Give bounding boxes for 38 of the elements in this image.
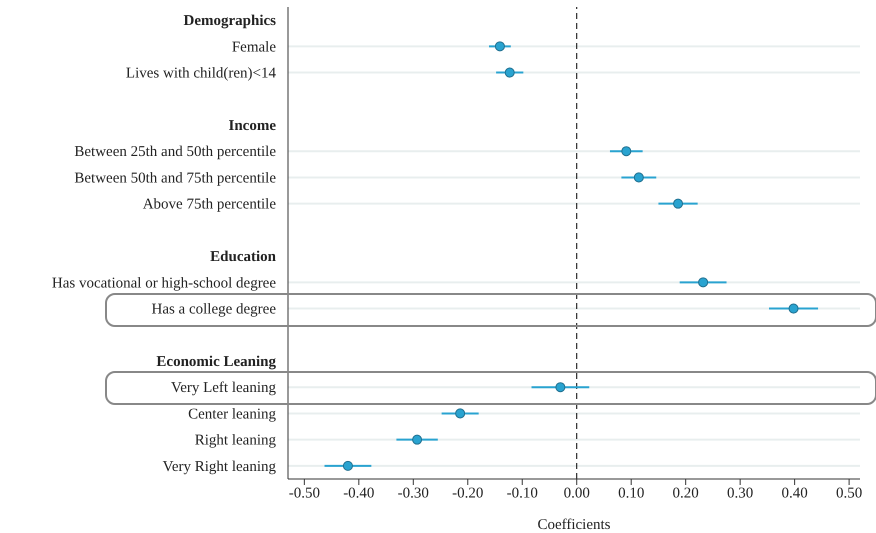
- y-tick-label: Education: [210, 249, 277, 266]
- x-tick-label: -0.30: [398, 486, 429, 502]
- y-tick-label: Center leaning: [188, 406, 276, 422]
- y-tick-label: Right leaning: [194, 432, 276, 449]
- point: [555, 382, 566, 392]
- x-tick-label: -0.50: [288, 486, 320, 502]
- y-tick-label: Female: [232, 39, 276, 56]
- point: [504, 68, 515, 78]
- y-tick-label: Above 75th percentile: [142, 196, 276, 213]
- point: [788, 304, 799, 314]
- point: [342, 460, 353, 471]
- y-tick-label: Income: [228, 118, 276, 134]
- point: [698, 277, 708, 288]
- x-tick-label: -0.20: [452, 486, 484, 502]
- point: [673, 198, 684, 209]
- y-tick-label: Economic Leaning: [156, 354, 276, 370]
- x-tick-label: 0.20: [672, 486, 699, 502]
- point: [621, 146, 632, 156]
- y-tick-label: Lives with child(ren)<14: [126, 66, 276, 82]
- point: [494, 41, 505, 52]
- x-tick-label: 0.10: [618, 486, 644, 502]
- y-tick-label: Very Right leaning: [162, 458, 276, 475]
- x-tick-label: 0.50: [836, 486, 862, 502]
- point: [455, 408, 466, 418]
- y-tick-label: Between 50th and 75th percentile: [74, 170, 276, 186]
- point: [412, 434, 422, 445]
- point: [634, 172, 644, 182]
- y-tick-label: Has vocational or high-school degree: [52, 275, 276, 292]
- x-axis-title: Coefficients: [537, 517, 611, 533]
- y-tick-label: Very Left leaning: [171, 380, 276, 396]
- y-tick-label: Demographics: [184, 13, 276, 30]
- y-tick-label: Between 25th and 50th percentile: [74, 144, 276, 160]
- x-tick-label: 0.00: [564, 486, 590, 502]
- x-tick-label: 0.30: [727, 486, 754, 502]
- y-tick-label: Has a college degree: [151, 302, 276, 318]
- x-tick-label: 0.40: [782, 486, 808, 502]
- x-tick-label: -0.10: [506, 486, 538, 502]
- x-tick-label: -0.40: [343, 486, 374, 502]
